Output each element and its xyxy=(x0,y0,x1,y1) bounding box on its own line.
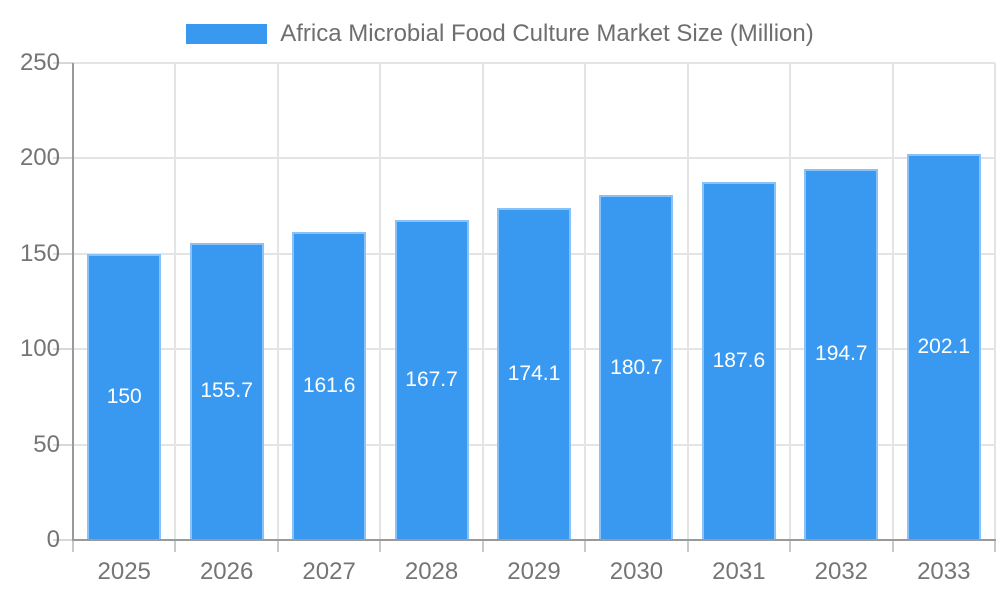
bar-2026[interactable] xyxy=(189,242,264,540)
y-axis-label: 100 xyxy=(19,335,60,363)
gridline-vertical xyxy=(584,63,587,540)
legend-label[interactable]: Africa Microbial Food Culture Market Siz… xyxy=(280,20,814,47)
x-axis-label: 2031 xyxy=(712,558,766,585)
y-axis-label: 250 xyxy=(19,49,60,76)
gridline-vertical xyxy=(174,63,177,540)
y-axis-tick xyxy=(53,348,73,351)
x-axis-tick xyxy=(481,541,484,552)
x-axis-tick xyxy=(584,541,587,552)
x-axis-label: 2027 xyxy=(302,558,356,585)
bar-value-label: 167.7 xyxy=(405,368,458,391)
y-axis-tick xyxy=(53,157,73,160)
x-axis-label: 2030 xyxy=(609,558,664,585)
x-axis-label: 2026 xyxy=(199,558,254,585)
bar-2032[interactable] xyxy=(804,168,879,540)
x-axis-tick xyxy=(891,541,894,552)
x-axis-line xyxy=(72,539,996,541)
x-axis-label: 2025 xyxy=(97,558,151,585)
x-axis-tick xyxy=(174,541,177,552)
y-axis-line xyxy=(72,63,74,541)
gridline-vertical xyxy=(481,63,484,540)
gridline-horizontal xyxy=(73,62,995,64)
bar-value-label: 202.1 xyxy=(917,335,971,359)
plot-area: 150 155.7 161.6 167.7 174.1 180.7 187.6 194.7 20… xyxy=(73,62,996,540)
y-axis-tick xyxy=(53,62,73,64)
bar-value-label: 150 xyxy=(106,384,142,408)
x-axis-tick xyxy=(994,541,996,552)
gridline-vertical xyxy=(276,63,279,540)
y-axis-label: 200 xyxy=(19,144,60,172)
x-axis-tick xyxy=(686,541,689,552)
gridline-vertical xyxy=(686,63,689,540)
x-axis-tick xyxy=(276,541,279,552)
y-axis-label: 0 xyxy=(46,526,60,553)
bar-value-label: 180.7 xyxy=(610,355,663,379)
x-axis-label: 2029 xyxy=(507,558,561,585)
x-axis-tick xyxy=(72,541,74,552)
bar-2028[interactable] xyxy=(394,220,469,540)
gridline-vertical xyxy=(891,63,894,540)
bar-2025[interactable] xyxy=(87,253,162,540)
legend-swatch[interactable] xyxy=(186,24,268,44)
bar-value-label: 194.7 xyxy=(815,342,868,366)
y-axis-label: 50 xyxy=(33,430,60,458)
gridline-vertical xyxy=(789,63,792,540)
bar-value-label: 174.1 xyxy=(507,361,561,385)
x-axis-tick xyxy=(789,541,792,552)
y-axis-tick xyxy=(53,252,73,255)
y-axis-tick xyxy=(53,539,73,541)
bar-2027[interactable] xyxy=(292,231,367,540)
bar-2029[interactable] xyxy=(497,207,571,540)
bar-2033[interactable] xyxy=(906,154,981,540)
x-axis-label: 2032 xyxy=(814,558,869,585)
bar-2030[interactable] xyxy=(599,195,674,540)
gridline-horizontal xyxy=(73,157,995,160)
x-axis-label: 2028 xyxy=(404,558,459,585)
gridline-vertical xyxy=(379,63,382,540)
bar-2031[interactable] xyxy=(701,182,776,540)
bar-value-label: 155.7 xyxy=(200,379,253,403)
bar-value-label: 187.6 xyxy=(712,349,766,373)
y-axis-label: 150 xyxy=(19,239,60,267)
gridline-vertical xyxy=(994,63,996,540)
bar-value-label: 161.6 xyxy=(302,373,356,397)
x-axis-label: 2033 xyxy=(917,558,971,585)
legend: Africa Microbial Food Culture Market Siz… xyxy=(0,20,1000,48)
y-axis-tick xyxy=(53,443,73,446)
x-axis-tick xyxy=(379,541,382,552)
